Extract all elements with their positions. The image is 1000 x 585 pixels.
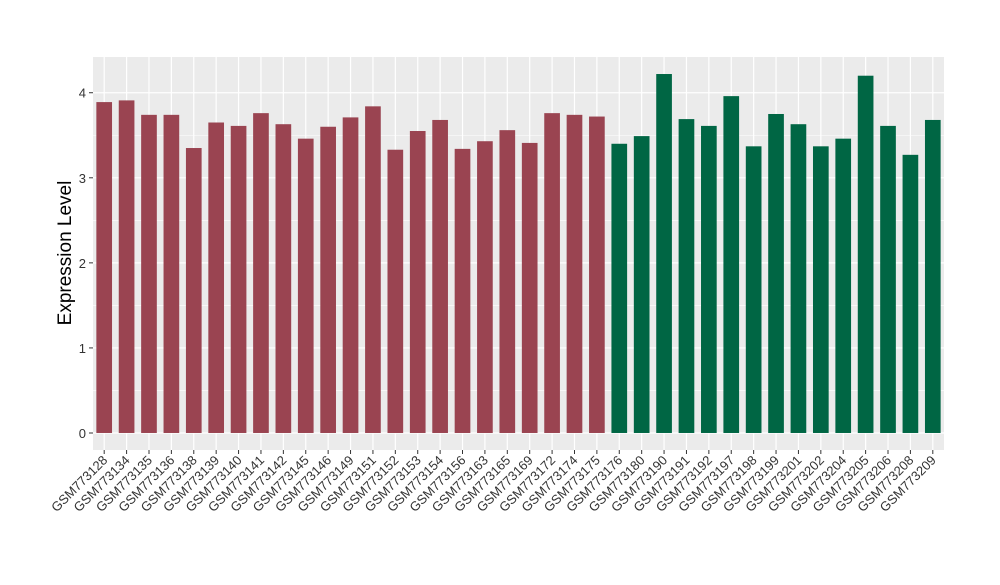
bars <box>96 74 941 433</box>
bar <box>477 141 493 433</box>
bar <box>141 114 157 433</box>
bar <box>589 116 605 433</box>
bar <box>208 122 225 433</box>
axes: 01234GSM773128GSM773134GSM773135GSM77313… <box>48 86 939 515</box>
y-tick-label: 0 <box>79 426 86 441</box>
bar <box>768 113 784 433</box>
bar <box>499 130 516 433</box>
bar <box>656 74 672 433</box>
bar <box>857 75 874 433</box>
bar <box>163 114 180 433</box>
bar <box>611 143 628 433</box>
bar <box>297 138 314 433</box>
bar <box>454 148 471 433</box>
bar <box>118 100 135 433</box>
bar <box>835 138 852 433</box>
bar <box>544 113 560 433</box>
bar <box>633 136 650 433</box>
bar <box>342 117 359 433</box>
bar <box>365 106 381 433</box>
bar <box>230 125 247 433</box>
bar <box>275 124 292 433</box>
y-tick-label: 4 <box>79 86 86 101</box>
bar <box>409 131 426 433</box>
bar <box>253 113 269 433</box>
bar <box>924 119 941 433</box>
y-axis-label: Expression Level <box>55 181 76 326</box>
bar <box>566 114 583 433</box>
bar <box>678 119 695 433</box>
bar <box>320 126 336 433</box>
bar <box>880 125 896 433</box>
bar <box>701 125 717 433</box>
bar <box>812 146 829 433</box>
bar <box>902 154 919 433</box>
bar <box>387 149 404 433</box>
bar <box>96 102 113 433</box>
y-tick-label: 1 <box>79 341 86 356</box>
bar <box>745 146 762 433</box>
bar <box>521 142 538 433</box>
bar <box>790 124 807 433</box>
bar <box>432 119 448 433</box>
y-tick-label: 2 <box>79 256 86 271</box>
bar <box>185 148 202 433</box>
y-tick-label: 3 <box>79 171 86 186</box>
bar <box>723 96 740 433</box>
